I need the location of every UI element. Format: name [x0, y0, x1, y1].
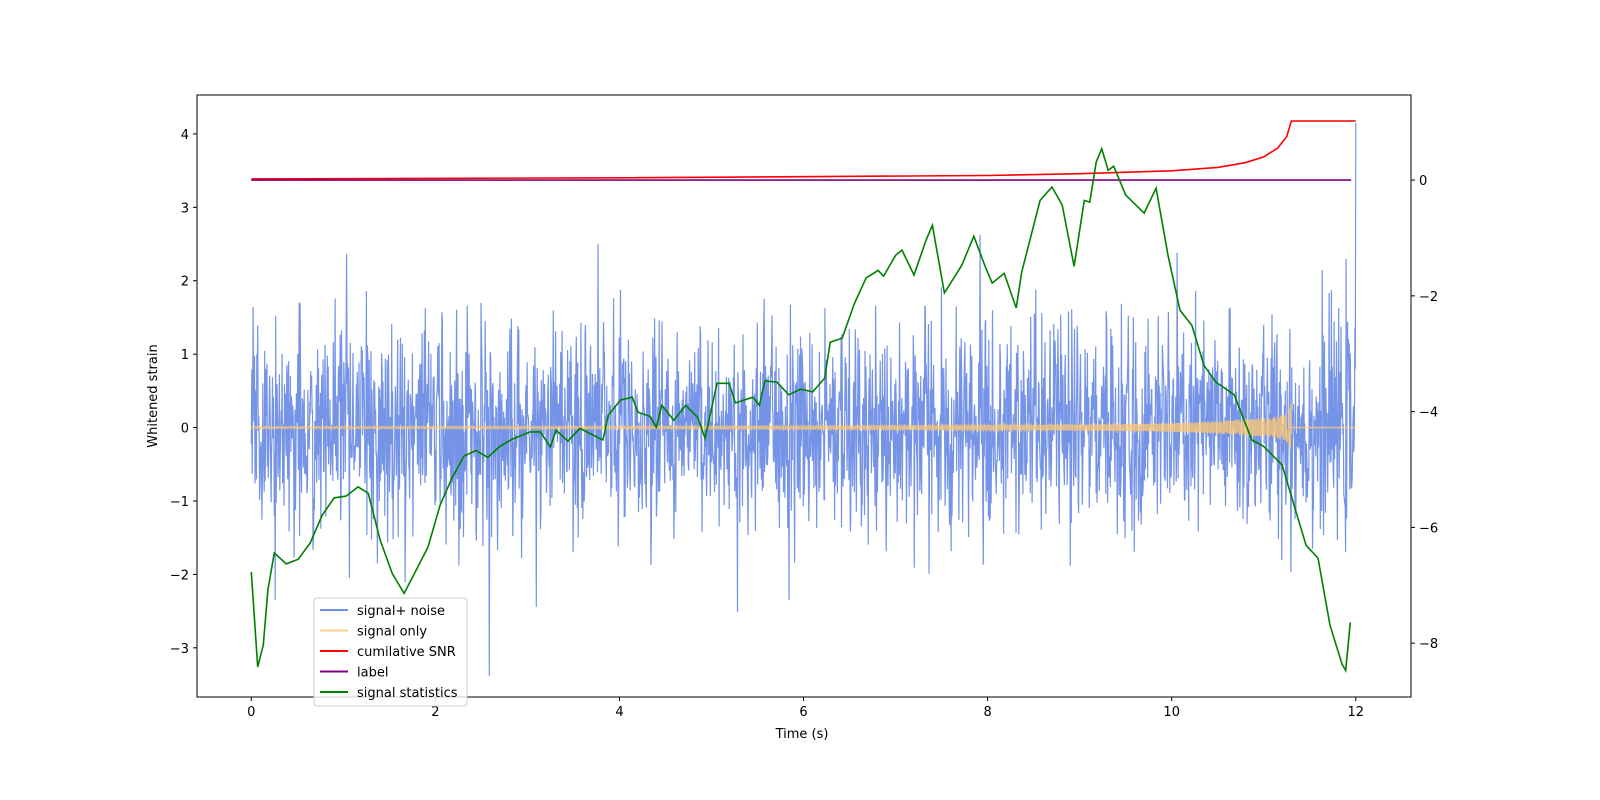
y-tick-label: 3: [181, 201, 189, 216]
y-right-tick-label: −8: [1419, 637, 1438, 652]
y-right-tick-label: −6: [1419, 521, 1438, 536]
series-line-cumilative-snr: [251, 120, 1356, 180]
x-tick-label: 0: [247, 705, 255, 720]
y-tick-label: 2: [181, 275, 189, 290]
legend-label: signal+ noise: [357, 604, 445, 619]
y-tick-label: 1: [181, 348, 189, 363]
y-tick-label: −2: [170, 568, 189, 583]
legend: signal+ noise signal only cumilative SNR la…: [313, 597, 468, 707]
plot-area: [250, 120, 1357, 677]
series-line-signal-statistics: [250, 146, 1352, 673]
y-right-tick-label: −2: [1419, 290, 1438, 305]
x-tick-label: 8: [983, 705, 991, 720]
legend-label: signal only: [357, 625, 427, 640]
y-tick-label: −3: [170, 642, 189, 657]
y-tick-label: 4: [181, 128, 189, 143]
y-axis-label: Whitened strain: [146, 344, 161, 447]
x-tick-label: 4: [615, 705, 623, 720]
y-right-tick-label: −4: [1419, 406, 1438, 421]
legend-box: [313, 597, 468, 707]
legend-label: cumilative SNR: [357, 645, 456, 660]
x-tick-label: 10: [1163, 705, 1180, 720]
legend-label: signal statistics: [357, 686, 458, 701]
y-tick-label: 0: [181, 422, 189, 437]
series-line-signal-noise: [250, 122, 1357, 677]
legend-label: label: [357, 666, 388, 681]
x-tick-label: 6: [799, 705, 807, 720]
x-tick-label: 12: [1348, 705, 1365, 720]
x-tick-label: 2: [431, 705, 439, 720]
x-axis-label: Time (s): [775, 727, 829, 742]
y-tick-label: −1: [170, 495, 189, 510]
y-right-tick-label: 0: [1419, 174, 1427, 189]
series-line-signal-only: [250, 403, 1356, 449]
